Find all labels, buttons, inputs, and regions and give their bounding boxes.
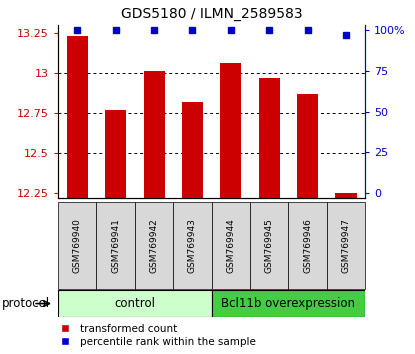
Text: GSM769940: GSM769940 bbox=[73, 218, 82, 273]
Bar bbox=[67, 36, 88, 198]
Bar bbox=[212, 202, 250, 289]
Text: Bcl11b overexpression: Bcl11b overexpression bbox=[222, 297, 355, 310]
Text: GSM769944: GSM769944 bbox=[226, 218, 235, 273]
Bar bbox=[96, 202, 135, 289]
Text: GSM769945: GSM769945 bbox=[265, 218, 274, 273]
Text: GSM769942: GSM769942 bbox=[149, 218, 159, 273]
Text: control: control bbox=[115, 297, 155, 310]
Title: GDS5180 / ILMN_2589583: GDS5180 / ILMN_2589583 bbox=[121, 7, 303, 21]
Bar bbox=[144, 72, 165, 198]
Text: GSM769946: GSM769946 bbox=[303, 218, 312, 273]
Bar bbox=[58, 202, 96, 289]
Bar bbox=[288, 202, 327, 289]
Bar bbox=[58, 290, 212, 317]
Bar bbox=[220, 63, 242, 198]
Bar bbox=[327, 202, 365, 289]
Bar bbox=[212, 290, 365, 317]
Bar bbox=[297, 94, 318, 198]
Bar bbox=[335, 193, 356, 198]
Bar bbox=[259, 78, 280, 198]
Text: GSM769943: GSM769943 bbox=[188, 218, 197, 273]
Bar bbox=[173, 202, 212, 289]
Bar bbox=[105, 110, 126, 198]
Text: protocol: protocol bbox=[2, 297, 50, 310]
Bar bbox=[135, 202, 173, 289]
Text: GSM769941: GSM769941 bbox=[111, 218, 120, 273]
Legend: transformed count, percentile rank within the sample: transformed count, percentile rank withi… bbox=[55, 324, 256, 347]
Bar bbox=[182, 102, 203, 198]
Text: GSM769947: GSM769947 bbox=[342, 218, 351, 273]
Bar bbox=[250, 202, 288, 289]
